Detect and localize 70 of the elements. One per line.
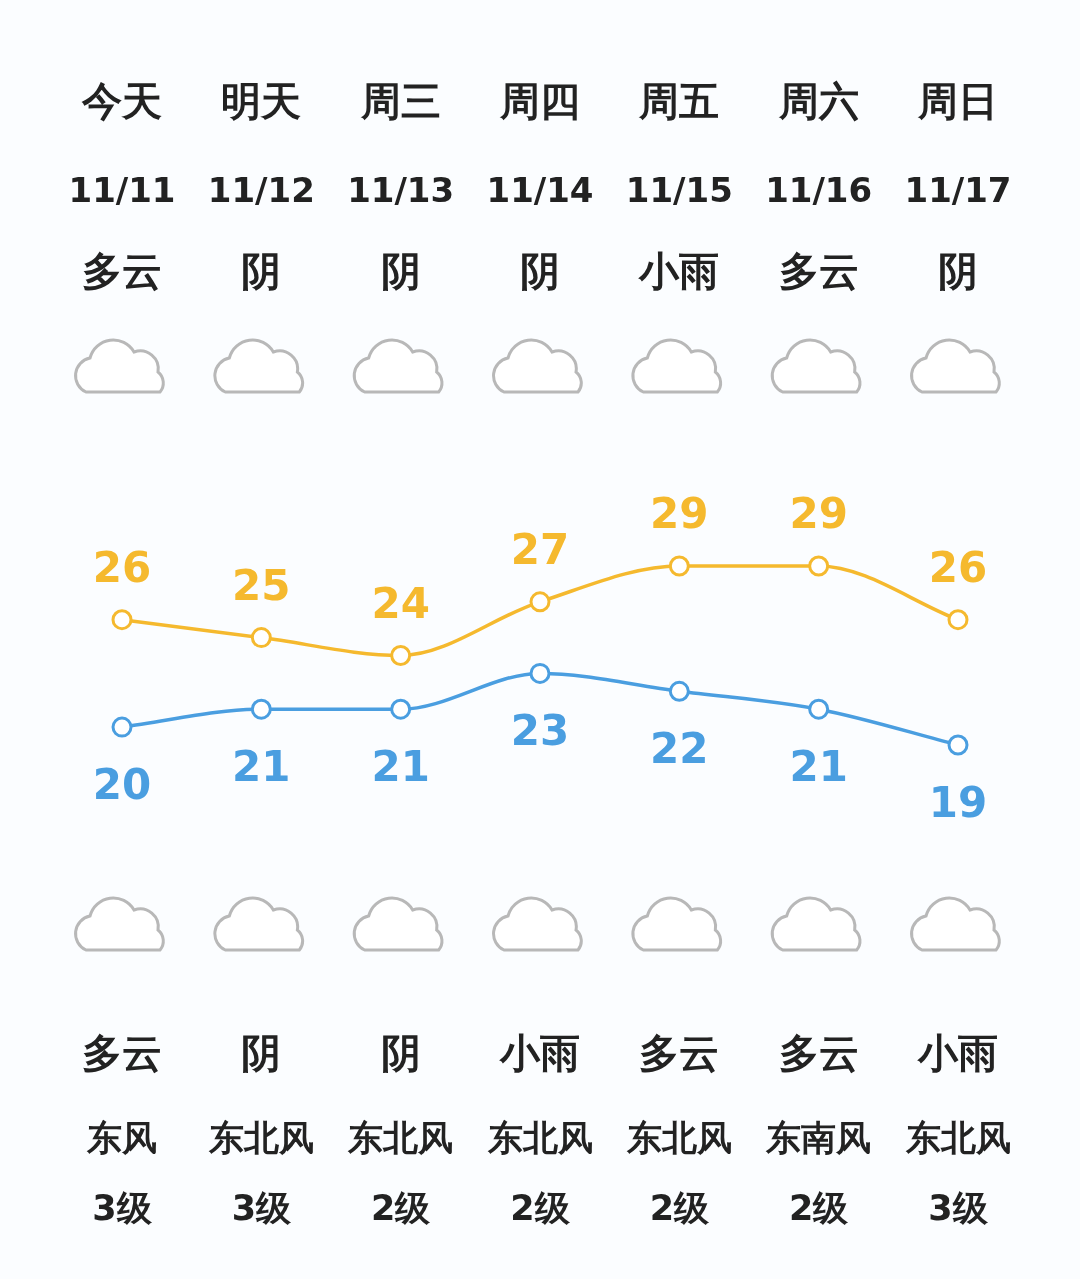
text: 阴 [520,248,560,294]
data-label: 25 [232,560,291,610]
text: 11/11 [68,170,176,210]
text: 阴 [380,248,421,294]
text: 2级 [788,1188,850,1228]
point [668,680,690,702]
text: 东北风 [207,1118,314,1158]
x-tick-label: 周三 [359,78,441,124]
text: 阴 [241,248,282,294]
text: 东北风 [625,1118,732,1158]
x-tick-label: 周四 [499,78,580,124]
text: 2级 [370,1188,432,1228]
point [947,609,969,631]
text: 多云 [82,1030,162,1076]
data-label: 22 [650,724,709,774]
data-label: 20 [92,760,152,810]
text: 11/16 [765,170,873,210]
text: 阴 [938,248,978,294]
text: 11/14 [486,170,594,210]
data-label: 29 [650,489,709,538]
text: 多云 [778,1030,859,1076]
data-label: 19 [928,778,988,827]
text: 2级 [510,1188,571,1228]
text: 11/13 [347,170,455,210]
text: 东北风 [486,1118,593,1158]
data-label: 24 [371,578,430,628]
point [250,627,272,649]
text: 小雨 [917,1030,998,1076]
point [529,591,551,613]
data-label: 26 [928,542,988,592]
point [668,555,690,577]
point [808,698,830,720]
data-label: 27 [510,524,570,574]
text: 东北风 [904,1118,1011,1158]
data-label: 26 [92,542,152,592]
text: 2级 [649,1188,711,1228]
text: 3级 [928,1188,989,1228]
text: 阴 [241,1030,282,1076]
point [808,555,830,577]
point [947,734,969,756]
text: 东风 [86,1118,157,1158]
point [111,609,133,631]
text: 11/12 [207,170,315,210]
text: 多云 [82,248,162,294]
point [111,716,133,738]
text: 3级 [92,1188,153,1228]
data-label: 21 [371,742,430,792]
text: 3级 [231,1188,293,1228]
x-tick-label: 周日 [917,78,998,124]
data-label: 29 [789,489,848,538]
text: 11/15 [625,170,733,210]
point [390,645,412,666]
point [529,662,551,684]
text: 11/17 [904,170,1012,210]
x-tick-label: 明天 [221,78,302,124]
text: 东北风 [347,1118,454,1158]
x-tick-label: 周五 [638,78,720,124]
point [390,698,412,720]
text: 多云 [778,248,859,294]
text: 阴 [380,1030,421,1076]
text: 东南风 [765,1118,872,1158]
data-label: 23 [510,706,570,756]
text: 小雨 [499,1030,580,1076]
x-tick-label: 周六 [777,78,859,124]
x-tick-label: 今天 [81,78,162,124]
text: 小雨 [638,248,720,294]
data-label: 21 [232,742,291,792]
point [250,698,272,720]
data-label: 21 [789,742,848,792]
text: 多云 [639,1030,720,1076]
